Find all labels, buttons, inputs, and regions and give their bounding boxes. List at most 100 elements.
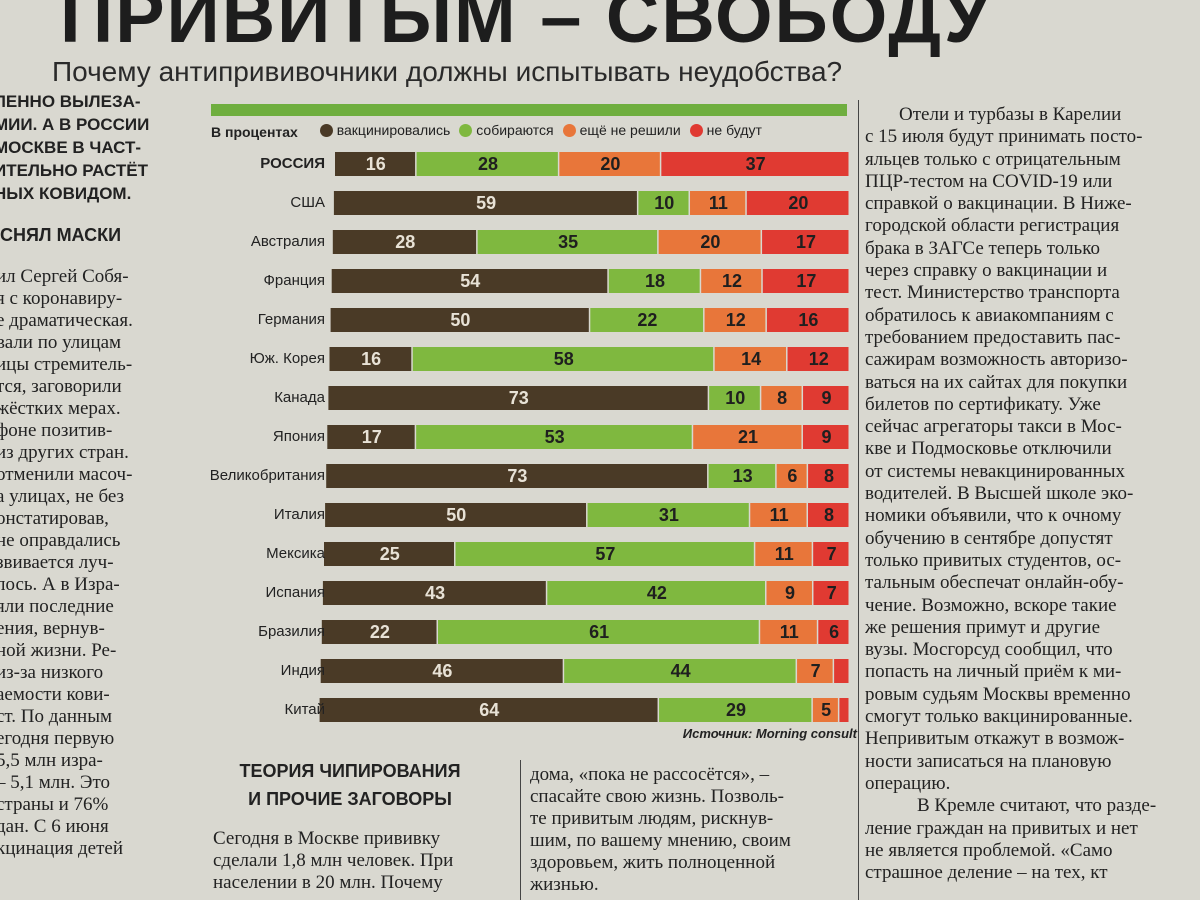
legend-swatch [459,123,473,137]
category-label: Испания [265,584,325,601]
bar-segment [608,269,700,293]
bar-segment [704,308,766,332]
bar-value-label: 42 [647,583,667,603]
bar-segment [708,464,776,488]
text-line: сделали 1,8 млн человек. При [213,850,454,871]
text-line: ения, вернув- [0,618,105,639]
text-line: вали по улицам [0,332,122,353]
bar-segment [755,542,812,566]
bar-value-label: 16 [361,349,381,369]
bar-segment [325,503,587,527]
bar-segment [590,308,704,332]
bar-value-label: 11 [780,622,799,642]
bar-value-label: 7 [827,583,837,603]
bar-segment [709,386,760,410]
text-line: жизнью. [530,874,599,895]
bar-segment [834,659,849,683]
right-article-column: Отели и турбазы в Карелии с 15 июля будут… [865,104,1200,900]
bar-value-label: 61 [589,622,609,642]
bar-segment [322,581,546,605]
text-line: лось. А в Изра- [0,574,120,595]
text-line: вузы. Мосгорсуд сообщил, что [865,639,1113,661]
legend-swatch [562,123,576,137]
text-line: городской области регистрация [865,215,1120,237]
text-line: МИИ. А В РОССИИ [0,115,150,134]
bar-value-label: 10 [654,193,674,213]
text-line: – 5,1 млн. Это [0,772,111,793]
text-line: тальным обеспечат онлайн-обу- [865,572,1124,594]
text-line: попасть на личный приём к ми- [865,661,1122,683]
bar-value-label: 54 [460,271,480,291]
text-line: от системы невакцинированных [865,460,1126,482]
bar-value-label: 22 [370,622,390,642]
text-line: НЫХ КОВИДОМ. [0,184,132,203]
bar-segment [327,425,415,449]
text-line: смогут только вакцинированные. [865,706,1133,728]
text-line: дан. С 6 июня [0,816,109,837]
text-line: онстатировав, [0,508,109,529]
bar-segment [333,191,637,215]
text-line: сейчас агрегаторы такси в Мос- [865,416,1122,438]
bar-segment [332,230,477,254]
right-paragraph-2: В Кремле считают, что разде-ление гражда… [865,795,1200,884]
bar-segment [690,191,746,215]
bar-value-label: 8 [824,505,834,525]
text-line: МОСКВЕ В ЧАСТ- [0,138,142,157]
text-line: спасайте свою жизнь. Позволь- [530,786,784,807]
text-line: яльцев только с отрицательным [865,148,1121,170]
bar-segment [326,464,708,488]
bar-segment [412,347,714,371]
text-line: ности записаться на плановую [865,750,1112,772]
text-line: дома, «пока не рассосётся», – [530,764,770,785]
category-label: Мексика [266,545,325,562]
text-line: те привитым людям, рискнув- [530,808,774,829]
text-line: страны и 76% [0,794,109,815]
bar-value-label: 7 [827,544,837,564]
bar-segment [803,386,849,410]
text-line: фоне позитив- [0,420,113,441]
bar-segment [839,698,849,722]
legend-label: ещё не решили [579,122,681,138]
legend-item: собираются [459,122,554,138]
bar-segment [760,620,817,644]
category-label: Австралия [250,233,325,250]
bar-segment [564,659,796,683]
bar-value-label: 9 [822,388,832,408]
bar-segment [328,386,708,410]
bar-value-label: 11 [709,193,728,213]
bar-value-label: 28 [395,232,415,252]
bar-value-label: 12 [726,310,746,330]
category-label: Великобритания [209,467,325,484]
legend-label: не будут [706,122,762,138]
bar-value-label: 53 [545,427,565,447]
bar-segment [455,542,754,566]
bar-value-label: 16 [366,154,386,174]
bottom-left-text: Сегодня в Москве прививку сделали 1,8 млн… [213,828,513,894]
bar-value-label: 12 [722,271,742,291]
bar-segment [746,191,849,215]
text-line: ицы стремитель- [0,354,133,375]
text-line: ной жизни. Ре- [0,640,117,661]
bar-segment [761,386,802,410]
text-line: брака в ЗАГСе теперь только [865,237,1100,259]
text-line: обучению в сентябре допустят [865,527,1113,549]
bar-value-label: 17 [796,271,816,291]
text-line: аемости кови- [0,684,110,705]
category-label: Германия [257,311,325,328]
bar-segment [658,230,761,254]
text-line: я с коронавиру- [0,288,123,309]
bar-value-label: 8 [777,388,787,408]
text-line: егодня первую [0,728,115,749]
bar-value-label: 8 [824,466,834,486]
bar-segment [324,542,454,566]
bar-value-label: 14 [741,349,761,369]
bar-value-label: 17 [362,427,382,447]
bar-value-label: 6 [829,622,839,642]
bar-segment [659,698,812,722]
bar-value-label: 73 [509,388,529,408]
legend-item: ещё не решили [562,122,681,138]
bar-value-label: 20 [700,232,720,252]
left-lead-text: ЛЕННО ВЫЛЕЗА- МИИ. А В РОССИИ МОСКВЕ В ЧАС… [0,90,200,205]
category-label: Индия [280,662,325,679]
